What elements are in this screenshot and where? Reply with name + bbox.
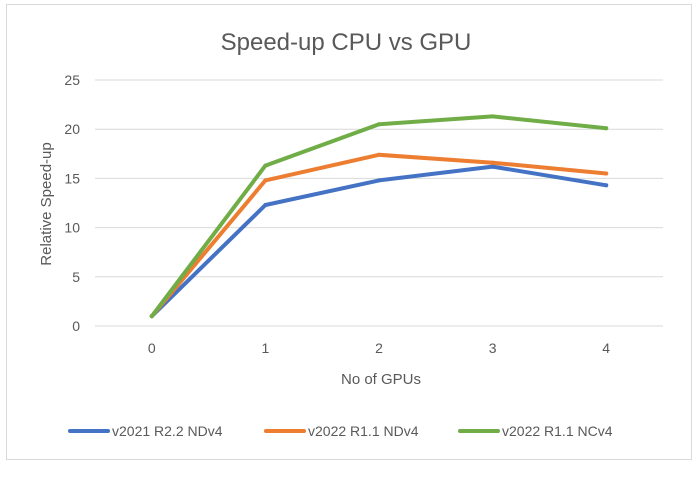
x-axis-label: No of GPUs [341, 371, 421, 388]
data-point [377, 178, 381, 183]
data-point [377, 152, 381, 157]
legend: v2021 R2.2 NDv4 v2022 R1.1 NDv4 v2022 R1.1… [68, 423, 613, 439]
chart-title: Speed-up CPU vs GPU [221, 29, 472, 56]
y-tick-label: 0 [72, 318, 80, 334]
data-point [263, 163, 268, 168]
y-tick-label: 5 [72, 269, 80, 285]
x-tick-label: 0 [148, 340, 156, 356]
data-point [604, 171, 609, 176]
data-point [263, 178, 268, 183]
legend-label: v2022 R1.1 NDv4 [308, 423, 419, 439]
series-line-3 [149, 114, 609, 319]
x-axis-ticks: 0 1 2 3 4 [148, 340, 610, 356]
data-point [149, 314, 154, 319]
x-tick-label: 3 [489, 340, 497, 356]
x-tick-label: 1 [262, 340, 270, 356]
y-tick-label: 25 [64, 72, 80, 88]
data-point [604, 126, 609, 131]
x-tick-label: 2 [375, 340, 383, 356]
data-point [377, 122, 381, 127]
y-tick-label: 15 [64, 170, 80, 186]
data-point [604, 183, 609, 188]
legend-label: v2021 R2.2 NDv4 [112, 423, 223, 439]
y-tick-label: 10 [64, 220, 80, 236]
x-tick-label: 4 [602, 340, 610, 356]
legend-label: v2022 R1.1 NCv4 [502, 423, 613, 439]
y-axis-label: Relative Speed-up [38, 142, 55, 265]
y-axis-ticks: 0 5 10 15 20 25 [64, 72, 80, 334]
data-point [263, 202, 268, 207]
data-point [490, 114, 495, 119]
data-point [490, 164, 495, 169]
series-lines [149, 114, 609, 319]
y-tick-label: 20 [64, 121, 80, 137]
data-point [490, 160, 495, 165]
series-line-1 [149, 164, 609, 319]
